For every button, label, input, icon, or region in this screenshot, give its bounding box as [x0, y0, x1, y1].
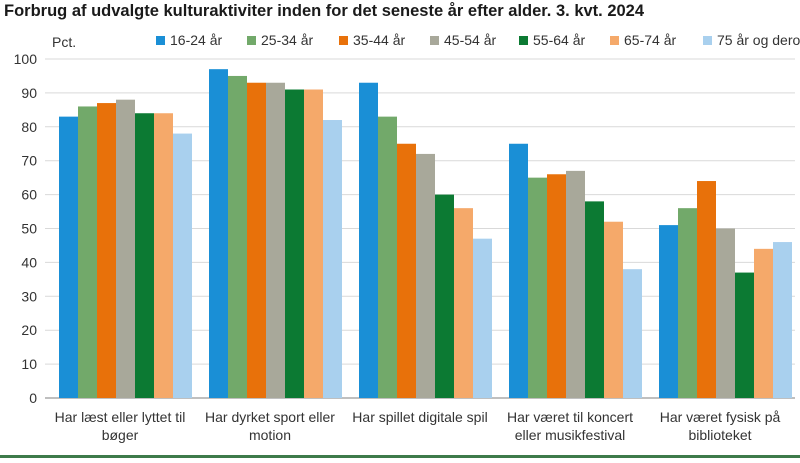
bar	[228, 75, 247, 398]
bar	[435, 194, 454, 398]
y-tick-label: 60	[21, 187, 37, 203]
y-tick-label: 50	[21, 221, 37, 237]
legend-label: 25-34 år	[261, 32, 313, 48]
legend-label: 35-44 år	[353, 32, 405, 48]
bar	[623, 269, 642, 398]
bar	[285, 89, 304, 398]
y-axis-label: Pct.	[52, 34, 76, 50]
x-category-label: bøger	[102, 427, 139, 443]
bar	[173, 133, 192, 398]
x-category-label: Har dyrket sport eller	[205, 409, 335, 425]
legend-swatch	[156, 36, 165, 45]
bar	[359, 82, 378, 399]
bar-chart: 0 10 20 30 40 50 60 70 80 90 100 Pct. 16-24 år 25-34 …	[14, 32, 800, 443]
bar	[509, 143, 528, 398]
bar	[416, 153, 435, 398]
bar	[697, 181, 716, 398]
bar	[97, 103, 116, 398]
bar	[528, 177, 547, 398]
x-category-label: Har spillet digitale spil	[352, 409, 487, 425]
x-category-label: Har læst eller lyttet til	[55, 409, 186, 425]
legend-label: 75 år og derover	[717, 32, 800, 48]
bar	[735, 272, 754, 398]
bar	[604, 221, 623, 398]
bar	[678, 208, 697, 398]
y-tick-label: 80	[21, 119, 37, 135]
bottom-rule	[0, 455, 800, 458]
bar	[378, 116, 397, 398]
x-category-label: biblioteket	[688, 427, 751, 443]
legend-label: 55-64 år	[533, 32, 585, 48]
bar	[209, 69, 228, 399]
legend-label: 45-54 år	[444, 32, 496, 48]
y-tick-label: 100	[14, 51, 38, 67]
bar	[716, 228, 735, 398]
bar	[59, 116, 78, 398]
y-tick-label: 0	[29, 390, 37, 406]
x-category-label: Har været fysisk på	[660, 409, 781, 425]
bar	[754, 248, 773, 398]
chart-area: 0 10 20 30 40 50 60 70 80 90 100 Pct. 16-24 år 25-34 …	[0, 26, 800, 458]
y-tick-label: 90	[21, 85, 37, 101]
legend-swatch	[519, 36, 528, 45]
legend-label: 16-24 år	[170, 32, 222, 48]
bar	[154, 113, 173, 399]
y-tick-label: 10	[21, 356, 37, 372]
bar	[323, 120, 342, 399]
legend-swatch	[247, 36, 256, 45]
legend-swatch	[430, 36, 439, 45]
bar	[266, 82, 285, 399]
x-category-label: motion	[249, 427, 291, 443]
x-category-label: Har været til koncert	[507, 409, 633, 425]
bar	[566, 170, 585, 398]
bar	[116, 99, 135, 399]
y-tick-label: 40	[21, 254, 37, 270]
legend-swatch	[339, 36, 348, 45]
bar	[547, 174, 566, 398]
bar	[659, 225, 678, 398]
chart-title: Forbrug af udvalgte kulturaktiviter inde…	[4, 2, 645, 20]
legend-swatch	[703, 36, 712, 45]
bar	[773, 242, 792, 398]
y-tick-label: 30	[21, 288, 37, 304]
bar	[397, 143, 416, 398]
bar	[304, 89, 323, 398]
bar	[78, 106, 97, 399]
y-tick-label: 70	[21, 153, 37, 169]
x-category-label: eller musikfestival	[515, 427, 625, 443]
bar	[473, 238, 492, 398]
legend-swatch	[610, 36, 619, 45]
bar	[247, 82, 266, 399]
bar	[135, 113, 154, 399]
legend-label: 65-74 år	[624, 32, 676, 48]
y-tick-label: 20	[21, 322, 37, 338]
bar	[585, 201, 604, 398]
bar	[454, 208, 473, 398]
